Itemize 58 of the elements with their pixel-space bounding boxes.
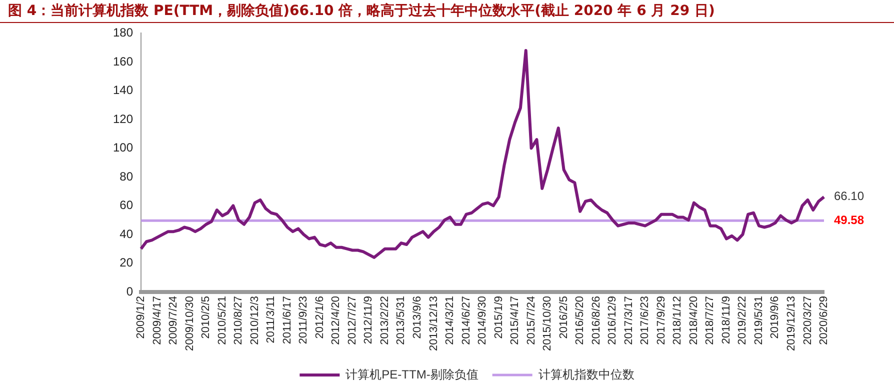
- x-tick-label: 2017/3/17: [622, 296, 635, 345]
- x-tick-label: 2020/6/29: [818, 296, 830, 345]
- chart-title: 图 4：当前计算机指数 PE(TTM，剔除负值)66.10 倍，略高于过去十年中位数水平(截止 2020 年 6 月 29 日): [0, 0, 894, 23]
- x-tick-label: 2019/5/31: [752, 296, 765, 345]
- x-tick-label: 2009/7/24: [168, 296, 180, 345]
- x-tick-label: 2011/6/17: [281, 296, 294, 344]
- y-tick-label: 140: [112, 83, 134, 98]
- x-tick-label: 2017/9/29: [655, 296, 668, 345]
- legend-label: 计算机PE-TTM-剔除负值: [346, 367, 478, 382]
- x-tick-label: 2010/8/27: [232, 296, 245, 345]
- y-tick-label: 120: [112, 112, 134, 126]
- x-tick-label: 2016/12/9: [606, 296, 619, 345]
- x-tick-label: 2010/2/5: [200, 296, 212, 339]
- x-tick-label: 2015/1/9: [492, 296, 505, 339]
- x-tick-label: 2019/2/22: [736, 296, 749, 345]
- x-tick-label: 2014/9/30: [476, 296, 489, 345]
- x-tick-label: 2009/1/2: [135, 296, 148, 339]
- y-tick-label: 40: [120, 226, 134, 241]
- x-tick-label: 2018/7/27: [704, 296, 716, 345]
- x-tick-label: 2018/4/20: [688, 296, 700, 345]
- x-tick-label: 2013/12/13: [428, 296, 440, 352]
- x-tick-label: 2019/12/13: [786, 296, 798, 352]
- x-tick-label: 2016/8/26: [590, 296, 602, 345]
- y-tick-label: 180: [112, 26, 134, 40]
- x-tick-label: 2015/7/24: [525, 296, 538, 345]
- x-tick-label: 2012/11/9: [362, 296, 375, 344]
- x-tick-label: 2020/3/27: [802, 296, 814, 345]
- x-tick-label: 2009/4/17: [151, 296, 164, 345]
- y-tick-label: 160: [112, 54, 134, 68]
- legend-label: 计算机指数中位数: [538, 367, 634, 382]
- x-tick-label: 2014/6/27: [460, 296, 472, 345]
- x-tick-label: 2018/1/12: [672, 296, 684, 345]
- annotation: 49.58: [834, 212, 864, 227]
- x-tick-label: 2019/9/6: [769, 296, 782, 339]
- x-tick-label: 2014/3/21: [444, 296, 456, 345]
- x-tick-label: 2012/1/6: [314, 296, 326, 339]
- x-tick-label: 2015/10/30: [542, 296, 554, 352]
- x-tick-label: 2016/5/20: [574, 296, 586, 345]
- x-tick-label: 2011/9/23: [298, 296, 310, 344]
- annotation: 66.10: [834, 189, 864, 204]
- x-tick-label: 2018/11/9: [720, 296, 732, 344]
- y-tick-label: 80: [120, 169, 134, 184]
- y-tick-label: 60: [120, 198, 134, 212]
- x-tick-label: 2010/12/3: [248, 296, 261, 345]
- x-tick-label: 2011/3/11: [265, 296, 278, 344]
- y-tick-label: 100: [112, 140, 134, 155]
- x-tick-label: 2012/4/20: [330, 296, 342, 345]
- y-tick-label: 20: [120, 256, 134, 270]
- x-tick-label: 2017/6/23: [639, 296, 652, 345]
- x-tick-label: 2013/2/22: [378, 296, 391, 345]
- x-tick-label: 2015/4/17: [509, 296, 522, 345]
- x-tick-label: 2012/7/27: [346, 296, 358, 345]
- x-tick-label: 2010/5/21: [216, 296, 228, 345]
- x-tick-label: 2013/9/6: [411, 296, 424, 339]
- y-tick-label: 0: [126, 284, 134, 298]
- x-tick-label: 2009/10/30: [184, 296, 196, 352]
- x-tick-label: 2016/2/5: [558, 296, 570, 339]
- x-tick-label: 2013/5/31: [395, 296, 408, 345]
